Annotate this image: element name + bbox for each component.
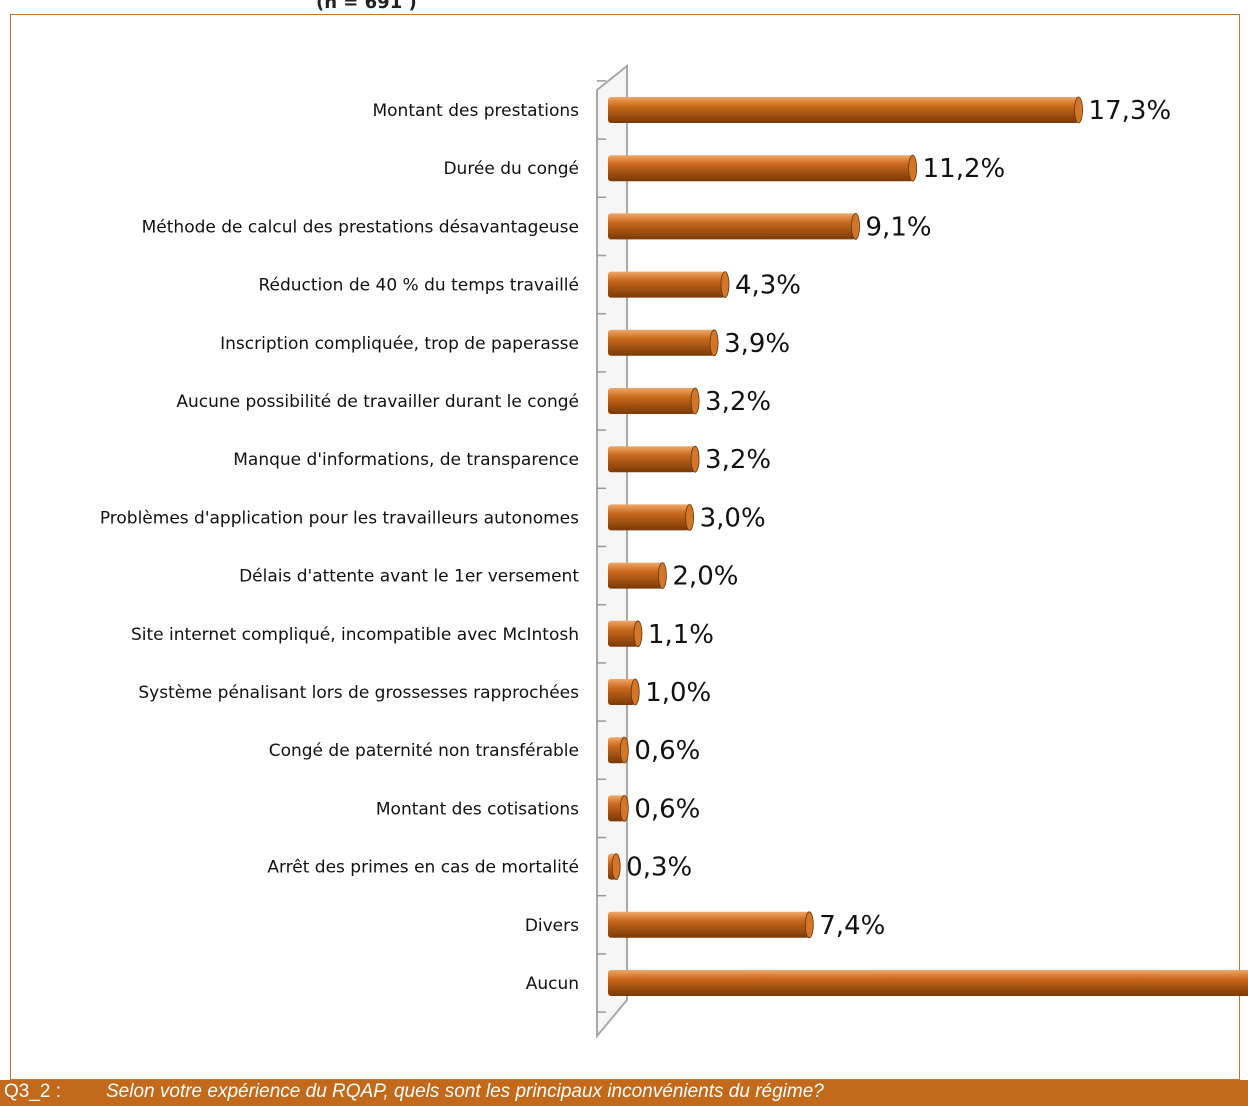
bar <box>608 212 860 240</box>
category-label: Manque d'informations, de transparence <box>233 450 579 470</box>
category-label: Congé de paternité non transférable <box>269 741 579 761</box>
bar <box>608 562 667 589</box>
bar-body <box>608 155 913 182</box>
axis-wall <box>596 63 628 1039</box>
question-id: Q3_2 : <box>4 1081 62 1102</box>
bar <box>608 154 918 182</box>
bar-body <box>608 446 696 473</box>
question-text: Selon votre expérience du RQAP, quels so… <box>106 1081 824 1102</box>
bar-end-cap <box>619 795 629 822</box>
value-label: 0,6% <box>634 794 700 824</box>
value-label: 3,2% <box>705 387 771 417</box>
value-labels: 17,3% 11,2% 9,1% 4,3% 3,9% 3,2% 3,2% 3,0% 2,0% 1,… <box>626 96 1172 941</box>
bar <box>608 504 694 531</box>
category-label: Site internet compliqué, incompatible av… <box>131 625 579 645</box>
bar-end-cap <box>709 329 719 357</box>
category-label: Montant des prestations <box>372 101 579 121</box>
category-label: Inscription compliquée, trop de paperass… <box>220 334 579 354</box>
bar-end-cap <box>630 678 640 706</box>
bar-body <box>608 213 856 240</box>
bar-end-cap <box>690 387 700 415</box>
bar-body <box>608 679 636 705</box>
bar-body <box>608 737 625 764</box>
category-label: Durée du congé <box>443 159 579 179</box>
bar-end-cap <box>720 271 730 299</box>
value-label: 17,3% <box>1089 96 1172 126</box>
bar <box>608 271 730 299</box>
bar-end-cap <box>851 212 860 240</box>
value-label: 2,0% <box>672 562 738 592</box>
bar-body <box>608 97 1079 123</box>
value-label: 1,0% <box>645 678 711 708</box>
bar-body <box>608 271 725 298</box>
bar-body <box>608 620 638 647</box>
bar <box>608 387 700 415</box>
bar-end-cap <box>1074 96 1083 124</box>
value-label: 3,2% <box>705 445 771 475</box>
bar-end-cap <box>908 154 918 182</box>
bar-body <box>608 970 1248 996</box>
category-labels: Montant des prestations Durée du congé Mét… <box>100 101 580 994</box>
value-label: 0,6% <box>634 736 700 766</box>
bar <box>608 970 1248 996</box>
category-label: Arrêt des primes en cas de mortalité <box>267 858 579 878</box>
category-label: Divers <box>525 916 579 936</box>
bar <box>608 329 719 357</box>
bar <box>608 853 621 880</box>
bar <box>608 678 640 706</box>
bars-group <box>608 96 1248 996</box>
bar <box>608 736 629 764</box>
bar-body <box>608 911 810 938</box>
bar-end-cap <box>619 736 629 764</box>
category-label: Problèmes d'application pour les travail… <box>100 508 579 528</box>
value-label: 7,4% <box>819 911 885 941</box>
category-label: Système pénalisant lors de grossesses ra… <box>138 683 579 703</box>
bar-end-cap <box>633 620 643 648</box>
bar-body <box>608 562 663 589</box>
bar-body <box>608 388 696 414</box>
category-label: Réduction de 40 % du temps travaillé <box>258 276 579 296</box>
category-label: Méthode de calcul des prestations désava… <box>142 217 579 237</box>
value-label: 4,3% <box>735 271 801 301</box>
sample-size-caption: (n = 691 ) <box>316 0 417 13</box>
bar <box>608 445 700 473</box>
axis-ticks <box>597 80 606 1013</box>
bar <box>608 620 643 648</box>
bar-chart: Montant des prestations Durée du congé Mét… <box>100 63 1248 1039</box>
bar-body <box>608 795 625 822</box>
bar <box>608 96 1083 124</box>
category-label: Montant des cotisations <box>376 799 579 819</box>
question-footer: Q3_2 : Selon votre expérience du RQAP, q… <box>0 1080 1248 1106</box>
bar-end-cap <box>690 445 700 473</box>
bar-body <box>608 504 690 531</box>
bar <box>608 795 629 822</box>
value-label: 0,3% <box>626 853 692 883</box>
value-label: 1,1% <box>648 620 714 650</box>
bar-body <box>608 329 715 356</box>
bar-end-cap <box>804 911 814 939</box>
value-label: 3,9% <box>724 329 790 359</box>
category-label: Aucun <box>526 974 579 994</box>
bar-end-cap <box>658 562 667 589</box>
value-label: 9,1% <box>866 212 932 242</box>
category-label: Délais d'attente avant le 1er versement <box>239 567 579 587</box>
value-label: 11,2% <box>923 154 1006 184</box>
bar-end-cap <box>685 504 694 531</box>
bar <box>608 911 814 939</box>
bar-end-cap <box>611 853 621 880</box>
category-label: Aucune possibilité de travailler durant … <box>176 392 579 412</box>
value-label: 3,0% <box>700 503 766 533</box>
